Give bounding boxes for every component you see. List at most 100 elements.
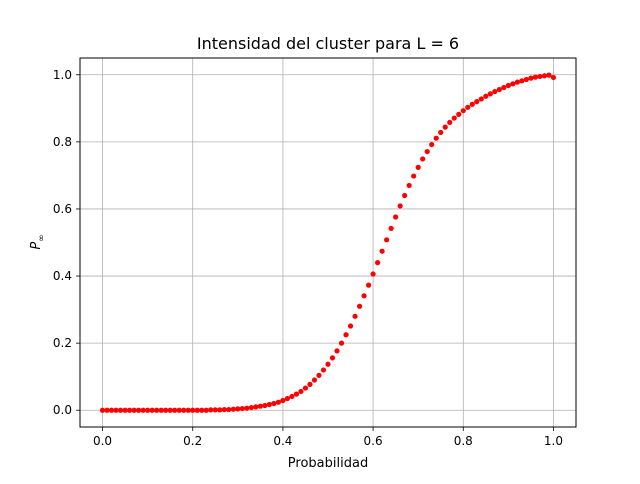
data-point — [397, 203, 403, 209]
data-point — [203, 407, 209, 413]
y-tick-label: 0.6 — [53, 202, 72, 216]
data-point — [501, 84, 507, 91]
data-point — [208, 407, 214, 413]
data-point — [271, 400, 277, 407]
data-point — [460, 108, 466, 114]
data-point — [145, 407, 151, 413]
data-point — [221, 406, 227, 413]
data-point — [424, 148, 430, 155]
data-point — [546, 72, 552, 78]
data-point — [384, 237, 390, 243]
data-point — [99, 407, 106, 413]
data-point — [465, 104, 471, 110]
data-point — [140, 407, 146, 413]
data-point — [514, 79, 520, 85]
x-axis-label: Probabilidad — [288, 456, 368, 471]
data-point — [379, 248, 385, 254]
data-point — [456, 111, 462, 117]
data-point — [496, 86, 502, 93]
data-point — [230, 406, 236, 412]
y-axis-ticks: 0.0 0.2 0.4 0.6 0.8 1.0 — [53, 68, 80, 417]
data-point — [347, 323, 354, 329]
x-tick-label: 0.8 — [454, 434, 473, 448]
data-point — [528, 75, 534, 81]
data-point — [492, 88, 498, 95]
data-point — [352, 313, 358, 319]
data-point — [212, 407, 218, 413]
data-point — [550, 74, 557, 81]
y-tick-label: 0.2 — [53, 336, 72, 350]
y-axis-label-main: P — [29, 242, 44, 250]
data-point — [375, 260, 381, 266]
data-point — [185, 407, 191, 413]
data-point — [302, 385, 309, 391]
data-point — [235, 406, 241, 412]
data-point — [420, 156, 426, 162]
data-point — [293, 391, 300, 397]
data-point — [361, 293, 367, 299]
y-tick-label: 0.4 — [53, 269, 72, 283]
chart-title: Intensidad del cluster para L = 6 — [197, 34, 459, 53]
data-point — [429, 141, 435, 148]
data-point — [523, 76, 530, 83]
data-point — [537, 73, 543, 80]
data-point — [244, 405, 250, 411]
x-axis-ticks: 0.0 0.2 0.4 0.6 0.8 1.0 — [93, 427, 563, 448]
x-tick-label: 0.2 — [183, 434, 202, 448]
data-point — [154, 407, 160, 413]
data-point — [402, 192, 408, 199]
data-point — [307, 381, 313, 387]
data-point — [393, 214, 399, 220]
data-point — [316, 372, 322, 378]
plot-frame — [79, 57, 577, 428]
data-point — [343, 332, 349, 338]
data-point — [280, 397, 286, 404]
data-point — [248, 404, 254, 411]
data-point — [190, 407, 196, 413]
data-point — [122, 407, 128, 413]
data-point — [149, 407, 155, 413]
data-point — [519, 78, 525, 84]
data-point — [370, 271, 376, 277]
svg-text:P∞: P∞ — [29, 234, 47, 249]
data-point — [334, 348, 340, 354]
x-tick-label: 0.0 — [93, 434, 112, 448]
data-point — [338, 340, 345, 346]
data-point — [406, 182, 412, 189]
data-point — [325, 361, 331, 367]
data-point — [451, 115, 457, 121]
data-point — [510, 81, 516, 87]
y-axis-label-subscript: ∞ — [37, 234, 47, 242]
data-point — [217, 407, 223, 413]
data-point — [172, 407, 178, 413]
data-point — [433, 135, 439, 141]
data-point — [298, 388, 304, 395]
data-point — [311, 377, 318, 383]
data-point — [483, 93, 489, 99]
data-point — [181, 407, 187, 413]
data-point — [275, 399, 281, 405]
data-point — [158, 407, 164, 413]
x-tick-label: 0.4 — [273, 434, 292, 448]
x-tick-label: 1.0 — [544, 434, 563, 448]
data-point — [365, 282, 372, 288]
data-point — [469, 101, 475, 107]
data-point — [176, 407, 182, 413]
data-point — [131, 407, 137, 413]
data-point — [411, 173, 417, 179]
data-point — [284, 395, 291, 402]
data-point — [108, 407, 115, 413]
data-point — [329, 355, 336, 361]
data-point — [487, 91, 493, 97]
data-point — [478, 96, 484, 102]
data-point — [253, 404, 259, 410]
data-point — [136, 407, 142, 413]
data-point — [239, 405, 245, 412]
data-point — [438, 129, 444, 136]
data-point — [104, 407, 110, 413]
data-point — [262, 402, 268, 409]
y-tick-label: 0.0 — [53, 403, 72, 417]
data-point — [415, 164, 421, 170]
